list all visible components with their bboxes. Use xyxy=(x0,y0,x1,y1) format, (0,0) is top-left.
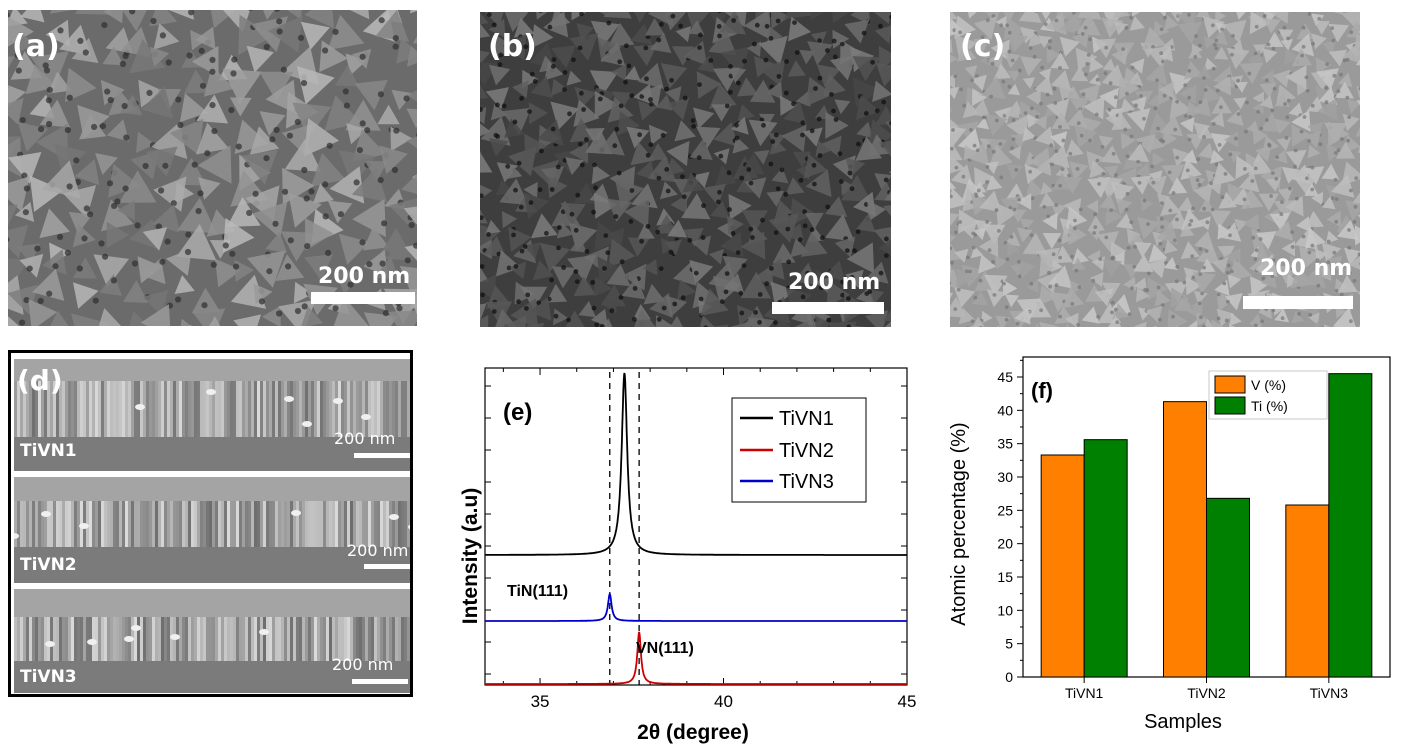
xrd-legend-label-3: TiVN3 xyxy=(779,471,834,493)
cross-section-panel: TiVN1 200 nm TiVN2 200 nm TiVN3 200 nm (… xyxy=(8,350,413,697)
xrd-x-tick-label: 45 xyxy=(898,692,917,711)
bar-v-tivn2 xyxy=(1163,401,1207,678)
bar-legend-label-ti: Ti (%) xyxy=(1251,398,1288,414)
bar-ti-tivn2 xyxy=(1206,497,1250,678)
xrd-x-tick-label: 35 xyxy=(531,692,550,711)
strip-label-3: TiVN3 xyxy=(20,667,77,687)
bar-y-tick-label: 5 xyxy=(1005,636,1013,652)
xrd-trace-tivn1 xyxy=(485,372,907,556)
bar-y-axis-label: Atomic percentage (%) xyxy=(948,422,970,625)
strip-label-1: TiVN1 xyxy=(20,441,77,461)
xrd-plot-frame xyxy=(484,367,908,686)
sem-image-c xyxy=(950,12,1360,327)
sem-panel-b: (b) 200 nm xyxy=(480,12,891,327)
bar-y-tick-label: 20 xyxy=(997,536,1013,552)
cross-section-strip-3: TiVN3 200 nm xyxy=(14,589,410,693)
bar-ti-tivn3 xyxy=(1328,373,1373,678)
bar-x-tick-label: TiVN3 xyxy=(1310,685,1349,701)
sem-image-a xyxy=(8,10,417,326)
bar-y-tick-label: 10 xyxy=(997,602,1013,618)
xrd-panel-label: (e) xyxy=(503,399,532,426)
xrd-chart: 35 40 45 (e) Intensity (a.u) 2θ (degree) T… xyxy=(459,367,917,744)
bar-legend-swatch-v xyxy=(1214,375,1246,394)
xrd-annotation-tin: TiN(111) xyxy=(507,583,568,600)
panel-label-b: (b) xyxy=(488,29,537,64)
bar-y-tick-label: 25 xyxy=(997,502,1013,518)
bar-legend: V (%) Ti (%) xyxy=(1208,370,1328,420)
cross-section-strip-2: TiVN2 200 nm xyxy=(14,477,410,589)
cross-section-image-1 xyxy=(14,359,410,471)
cross-section-strip-1: TiVN1 200 nm xyxy=(14,359,410,471)
panel-label-a: (a) xyxy=(12,29,60,64)
bar-x-axis-label: Samples xyxy=(1144,711,1222,733)
strip-scale-bar-1 xyxy=(354,453,410,458)
sem-image-b xyxy=(480,12,891,327)
bar-y-tick-label: 0 xyxy=(1005,669,1013,685)
sem-panel-a: (a) 200 nm xyxy=(8,10,417,326)
scale-bar-b xyxy=(772,302,884,314)
bar-legend-swatch-ti xyxy=(1214,396,1246,415)
composition-bar-chart: 0 5 10 15 20 25 30 35 40 45 TiVN1 TiVN2 TiVN3 (f) At… xyxy=(948,356,1391,733)
scale-bar-a xyxy=(311,292,415,304)
panel-label-d: (d) xyxy=(17,364,63,397)
cross-section-image-2 xyxy=(14,477,410,583)
xrd-x-tick-label: 40 xyxy=(714,692,733,711)
bar-ti-tivn1 xyxy=(1083,439,1128,678)
xrd-trace-tivn3 xyxy=(485,591,907,622)
bar-y-tick-label: 30 xyxy=(997,469,1013,485)
xrd-legend-label-1: TiVN1 xyxy=(779,408,834,430)
strip-scale-bar-2 xyxy=(364,564,410,569)
strip-scale-label-3: 200 nm xyxy=(332,655,394,674)
xrd-legend-label-2: TiVN2 xyxy=(779,440,834,462)
strip-scale-label-1: 200 nm xyxy=(334,429,396,448)
strip-scale-label-2: 200 nm xyxy=(347,541,409,560)
bar-panel-label: (f) xyxy=(1031,378,1053,403)
scale-bar-label-b: 200 nm xyxy=(788,270,881,295)
bar-v-tivn1 xyxy=(1040,454,1085,678)
bar-v-tivn3 xyxy=(1285,504,1330,678)
bar-x-tick-label: TiVN1 xyxy=(1065,685,1104,701)
bar-y-tick-label: 35 xyxy=(997,436,1013,452)
sem-panel-c: (c) 200 nm xyxy=(950,12,1360,327)
xrd-x-axis-label: 2θ (degree) xyxy=(637,721,749,744)
panel-label-c: (c) xyxy=(960,29,1006,64)
scale-bar-label-a: 200 nm xyxy=(318,264,411,289)
bar-x-tick-label: TiVN2 xyxy=(1187,685,1226,701)
bar-y-tick-label: 15 xyxy=(997,569,1013,585)
cross-section-image-3 xyxy=(14,589,410,693)
scale-bar-c xyxy=(1243,296,1353,309)
xrd-annotation-vn: VN(111) xyxy=(636,640,694,657)
xrd-y-axis-label: Intensity (a.u) xyxy=(459,488,482,625)
strip-label-2: TiVN2 xyxy=(20,555,77,575)
bar-y-tick-label: 45 xyxy=(997,369,1013,385)
bar-legend-label-v: V (%) xyxy=(1251,377,1286,393)
xrd-trace-tivn2 xyxy=(485,631,907,685)
scale-bar-label-c: 200 nm xyxy=(1260,256,1353,281)
bar-y-tick-label: 40 xyxy=(997,402,1013,418)
strip-scale-bar-3 xyxy=(352,679,408,684)
